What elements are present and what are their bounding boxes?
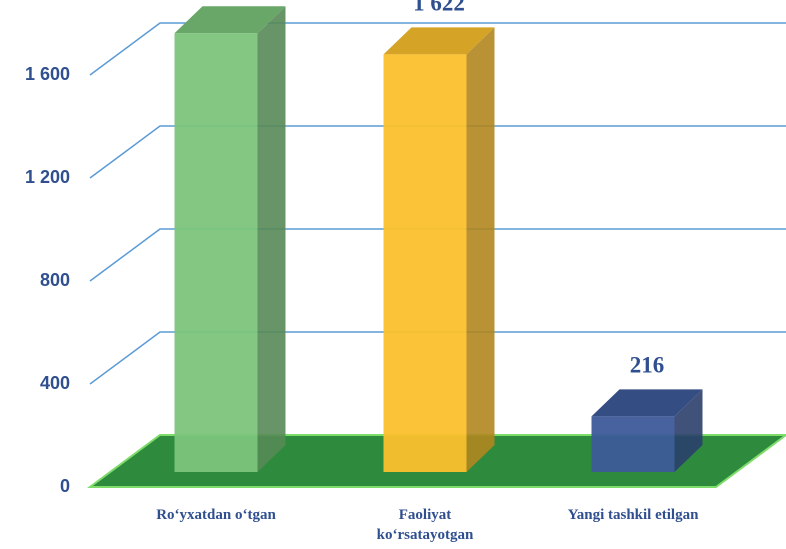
bar — [383, 54, 467, 473]
x-tick-label: Ro‘yxatdan o‘tgan — [156, 507, 276, 523]
grid-line — [89, 331, 786, 385]
value-label: 216 — [630, 353, 665, 378]
bar-top — [383, 27, 495, 55]
x-tick-label: Yangi tashkil etilgan — [567, 507, 699, 523]
bar-side — [466, 27, 495, 473]
bar — [174, 33, 258, 472]
y-tick-label: 0 — [60, 476, 70, 496]
y-tick-label: 400 — [40, 373, 70, 393]
bar-side — [257, 6, 286, 472]
grid-line — [89, 22, 786, 76]
grid-line — [89, 125, 786, 179]
value-label: 1 622 — [413, 0, 465, 16]
bar-top — [174, 6, 286, 34]
bar — [591, 416, 675, 472]
x-tick-label: Faoliyat ko‘rsatayotgan — [376, 507, 474, 543]
y-tick-label: 800 — [40, 270, 70, 290]
bar-top — [591, 389, 703, 417]
grid-line — [89, 228, 786, 282]
bar-side — [674, 389, 703, 472]
y-tick-label: 1 600 — [25, 64, 70, 84]
y-tick-label: 1 200 — [25, 167, 70, 187]
